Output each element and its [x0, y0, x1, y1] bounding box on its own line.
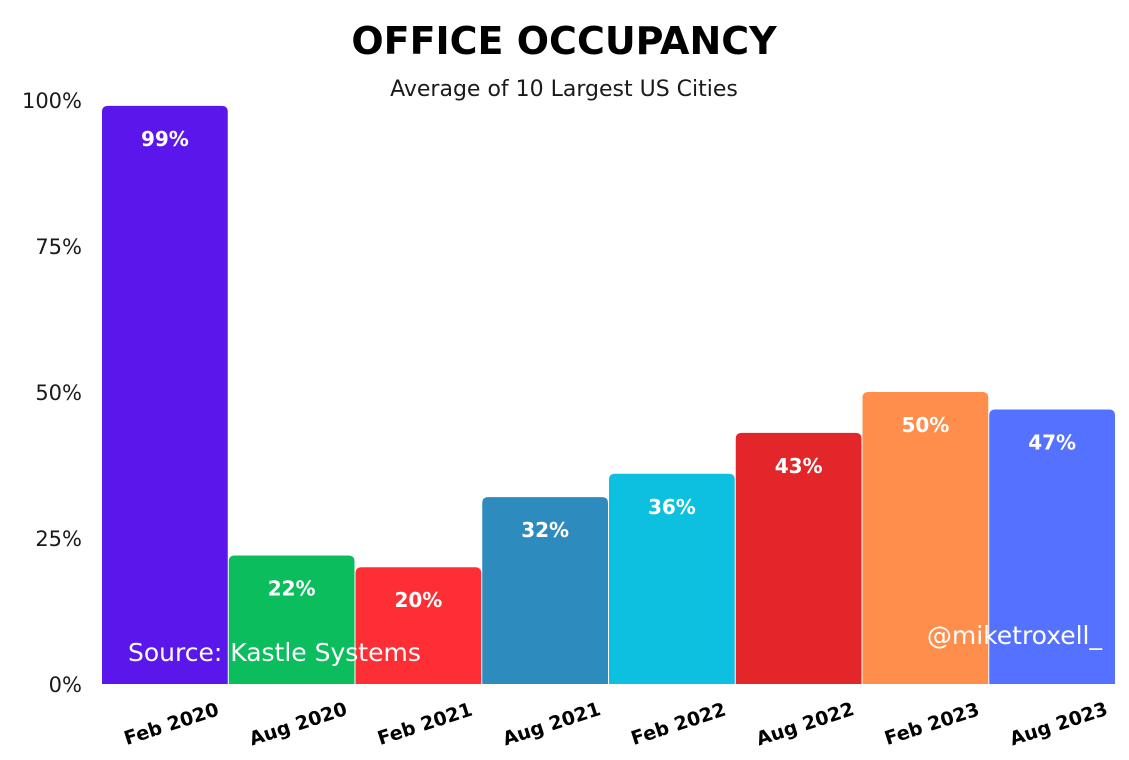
x-tick-label: Feb 2023: [882, 699, 982, 750]
bars: [102, 105, 1115, 685]
bar-value-label: 36%: [648, 495, 696, 519]
bar-value-label: 32%: [521, 518, 569, 542]
bar-value-label: 47%: [1028, 431, 1076, 455]
bar: [989, 409, 1115, 684]
bar: [482, 497, 608, 684]
y-tick-label: 50%: [35, 381, 82, 405]
data-labels: 99% 22% 20% 32% 36% 43% 50% 47%: [141, 127, 1076, 612]
bar-value-label: 50%: [901, 413, 949, 437]
chart-title: OFFICE OCCUPANCY: [351, 19, 777, 63]
chart-subtitle: Average of 10 Largest US Cities: [390, 77, 738, 102]
x-tick-label: Feb 2021: [375, 699, 475, 750]
x-tick-label: Aug 2023: [1007, 698, 1110, 750]
bar-value-label: 43%: [775, 454, 823, 478]
bar: [609, 473, 735, 684]
x-tick-label: Feb 2022: [628, 699, 728, 750]
credit-annotation: @miketroxell_: [927, 621, 1103, 650]
x-axis: Feb 2020 Aug 2020 Feb 2021 Aug 2021 Feb 2022…: [121, 698, 1110, 750]
bar: [102, 105, 228, 685]
x-tick-label: Aug 2021: [500, 698, 603, 750]
x-tick-label: Aug 2022: [754, 698, 857, 750]
bar: [862, 392, 989, 684]
bar: [735, 432, 862, 684]
y-axis: 0% 25% 50% 75% 100%: [22, 89, 82, 697]
y-tick-label: 75%: [35, 235, 82, 259]
bar-value-label: 20%: [394, 588, 442, 612]
bar-value-label: 99%: [141, 127, 189, 151]
x-tick-label: Aug 2020: [247, 698, 350, 750]
y-tick-label: 0%: [49, 673, 82, 697]
x-tick-label: Feb 2020: [121, 699, 221, 750]
bar-value-label: 22%: [268, 577, 316, 601]
bar: [228, 555, 355, 684]
y-tick-label: 25%: [35, 527, 82, 551]
bar: [355, 567, 482, 684]
source-annotation: Source: Kastle Systems: [128, 638, 421, 667]
y-tick-label: 100%: [22, 89, 82, 113]
